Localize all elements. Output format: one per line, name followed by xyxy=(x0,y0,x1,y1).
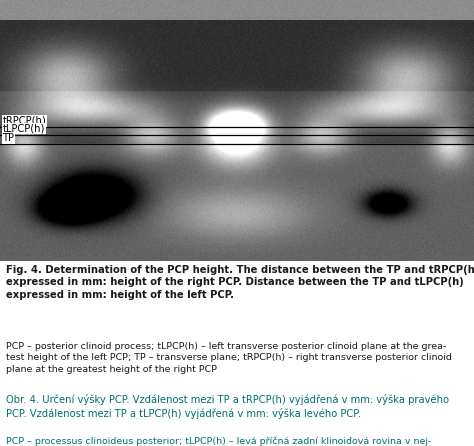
Text: tRPCP(h): tRPCP(h) xyxy=(2,116,46,126)
Text: Fig. 4. Determination of the PCP height. The distance between the TP and tRPCP(h: Fig. 4. Determination of the PCP height.… xyxy=(6,264,474,300)
Text: PCP – posterior clinoid process; tLPCP(h) – left transverse posterior clinoid pl: PCP – posterior clinoid process; tLPCP(h… xyxy=(6,343,452,374)
Text: PCP – processus clinoideus posterior; tLPCP(h) – levá příčná zadní klinoidová ro: PCP – processus clinoideus posterior; tL… xyxy=(6,437,440,446)
Text: TP: TP xyxy=(2,133,14,143)
Text: tLPCP(h): tLPCP(h) xyxy=(2,124,45,133)
Text: Obr. 4. Určení výšky PCP. Vzdálenost mezi TP a tRPCP(h) vyjádřená v mm: výška pr: Obr. 4. Určení výšky PCP. Vzdálenost mez… xyxy=(6,394,449,419)
